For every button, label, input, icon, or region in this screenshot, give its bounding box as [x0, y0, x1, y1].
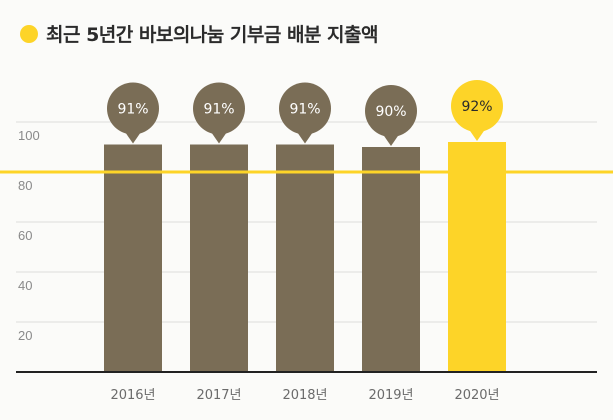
- y-tick-label-60: 60: [18, 228, 32, 243]
- data-bubble-0: [107, 82, 159, 135]
- data-label-0: 91%: [117, 102, 148, 118]
- y-tick-label-100: 100: [18, 128, 40, 143]
- title-dot-icon: [20, 25, 38, 43]
- bar-4: [448, 142, 506, 372]
- data-bubble-2: [279, 82, 331, 135]
- bar-2: [276, 144, 334, 372]
- y-tick-label-20: 20: [18, 328, 32, 343]
- x-tick-label-3: 2019년: [368, 388, 413, 403]
- chart-title: 최근 5년간 바보의나눔 기부금 배분 지출액: [46, 24, 378, 46]
- data-label-4: 92%: [461, 99, 492, 115]
- x-tick-label-4: 2020년: [454, 388, 499, 403]
- data-label-1: 91%: [203, 102, 234, 118]
- bar-0: [104, 144, 162, 372]
- x-tick-label-1: 2017년: [196, 388, 241, 403]
- y-tick-label-40: 40: [18, 278, 32, 293]
- bar-3: [362, 147, 420, 372]
- y-tick-label-80: 80: [18, 178, 32, 193]
- x-tick-label-0: 2016년: [110, 388, 155, 403]
- data-label-3: 90%: [375, 104, 406, 120]
- bar-1: [190, 144, 248, 372]
- data-bubble-1: [193, 82, 245, 135]
- data-label-2: 91%: [289, 102, 320, 118]
- data-bubble-3: [365, 85, 417, 137]
- data-bubble-4: [451, 80, 503, 132]
- x-tick-label-2: 2018년: [282, 388, 327, 403]
